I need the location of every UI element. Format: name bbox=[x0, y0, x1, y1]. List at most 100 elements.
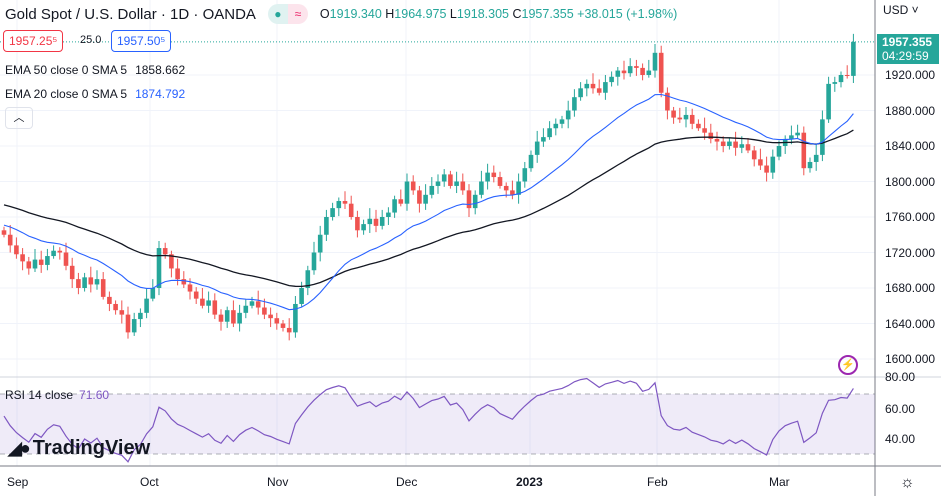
candle-body bbox=[807, 161, 813, 169]
chart-legend: Gold Spot / U.S. Dollar · 1D · OANDA ● ≈ … bbox=[5, 4, 677, 24]
candle-body bbox=[175, 268, 180, 280]
candle-body bbox=[410, 181, 416, 191]
candle-body bbox=[627, 66, 633, 74]
collapse-legend-button[interactable]: ︿ bbox=[5, 107, 33, 129]
candle-body bbox=[472, 194, 478, 209]
candle-body bbox=[739, 144, 745, 148]
rsi-tick-label: 80.00 bbox=[885, 370, 916, 384]
time-tick-label: Feb bbox=[647, 475, 668, 489]
candle-body bbox=[206, 300, 211, 306]
candle-body bbox=[609, 76, 614, 83]
ohlc-values: O1919.340 H1964.975 L1918.305 C1957.355 … bbox=[319, 7, 678, 21]
time-tick-label: 2023 bbox=[516, 475, 543, 489]
last-price-label: 1957.355 04:29:59 bbox=[877, 34, 939, 64]
candle-body bbox=[491, 172, 497, 178]
candle-body bbox=[510, 190, 515, 195]
candle-body bbox=[107, 296, 112, 304]
candle-body bbox=[348, 203, 354, 217]
candle-body bbox=[429, 185, 435, 195]
candle-body bbox=[423, 194, 428, 204]
candle-body bbox=[1, 230, 7, 235]
candle-body bbox=[497, 177, 503, 186]
candle-body bbox=[150, 288, 156, 299]
settings-gear-icon[interactable]: ☼ bbox=[900, 474, 915, 491]
candle-body bbox=[63, 252, 69, 266]
candle-body bbox=[708, 132, 714, 139]
buy-button[interactable]: 1957.50⁵ bbox=[111, 30, 172, 52]
candle-body bbox=[69, 265, 75, 280]
candle-body bbox=[162, 248, 168, 255]
candle-body bbox=[417, 190, 422, 204]
candle-body bbox=[32, 259, 38, 269]
candle-body bbox=[280, 323, 286, 328]
candle-body bbox=[745, 144, 751, 151]
candle-body bbox=[379, 217, 385, 226]
candle-body bbox=[547, 128, 552, 138]
price-tick-label: 1640.000 bbox=[885, 316, 936, 331]
candle-body bbox=[286, 327, 292, 333]
candle-body bbox=[652, 52, 658, 71]
candle-body bbox=[634, 66, 639, 68]
candle-body bbox=[733, 141, 738, 148]
candle-body bbox=[200, 298, 205, 306]
candle-body bbox=[528, 154, 534, 169]
candle-body bbox=[615, 70, 621, 77]
candle-body bbox=[441, 174, 447, 182]
candle-body bbox=[851, 41, 856, 76]
candle-body bbox=[138, 312, 143, 320]
candle-body bbox=[770, 156, 776, 173]
ema50-line bbox=[3, 129, 854, 288]
candle-body bbox=[541, 137, 546, 142]
candle-body bbox=[665, 92, 670, 111]
candle-body bbox=[813, 154, 819, 162]
symbol-title[interactable]: Gold Spot / U.S. Dollar · 1D · OANDA bbox=[5, 5, 256, 23]
sell-button[interactable]: 1957.25⁵ bbox=[3, 30, 64, 52]
candle-body bbox=[355, 217, 360, 231]
candle-body bbox=[361, 224, 366, 231]
candle-body bbox=[751, 150, 757, 160]
ema20-legend[interactable]: EMA 20 close 0 SMA 5 1874.792 bbox=[5, 87, 186, 101]
price-tick-label: 1840.000 bbox=[885, 139, 936, 153]
candle-body bbox=[373, 218, 379, 226]
candle-body bbox=[826, 83, 831, 120]
candle-body bbox=[578, 88, 583, 98]
candle-body bbox=[156, 248, 162, 288]
candle-body bbox=[386, 212, 391, 217]
candle-body bbox=[187, 284, 193, 292]
candle-body bbox=[789, 135, 794, 139]
candle-body bbox=[274, 318, 280, 324]
candle-body bbox=[820, 119, 825, 155]
candle-body bbox=[714, 138, 720, 142]
candle-body bbox=[249, 301, 255, 306]
candle-body bbox=[82, 277, 87, 288]
candle-body bbox=[131, 319, 137, 333]
candle-body bbox=[565, 110, 571, 120]
candle-body bbox=[243, 305, 249, 313]
price-tick-label: 1760.000 bbox=[885, 210, 936, 224]
candle-body bbox=[485, 172, 490, 182]
time-tick-label: Sep bbox=[7, 475, 29, 489]
price-tick-label: 1920.000 bbox=[885, 68, 936, 82]
status-badge[interactable]: ● ≈ bbox=[267, 4, 308, 24]
candle-body bbox=[398, 199, 404, 204]
candle-body bbox=[336, 201, 342, 209]
candle-body bbox=[144, 298, 149, 313]
candle-body bbox=[727, 141, 732, 146]
price-tick-label: 1680.000 bbox=[885, 281, 936, 295]
rsi-legend[interactable]: RSI 14 close 71.60 bbox=[5, 388, 110, 402]
candle-body bbox=[305, 270, 311, 288]
candle-body bbox=[7, 234, 13, 246]
candle-body bbox=[392, 199, 397, 213]
lightning-icon[interactable]: ⚡ bbox=[838, 355, 858, 375]
currency-selector[interactable]: USD ˅ bbox=[883, 3, 919, 17]
candle-body bbox=[621, 70, 627, 74]
candle-body bbox=[181, 279, 187, 285]
candle-body bbox=[801, 132, 807, 169]
candle-body bbox=[299, 288, 304, 304]
tradingview-logo[interactable]: ◢● TradingView bbox=[8, 437, 151, 459]
ema50-legend[interactable]: EMA 50 close 0 SMA 5 1858.662 bbox=[5, 63, 186, 77]
rsi-tick-label: 40.00 bbox=[885, 432, 916, 446]
candle-body bbox=[522, 168, 528, 182]
candle-body bbox=[224, 310, 230, 322]
